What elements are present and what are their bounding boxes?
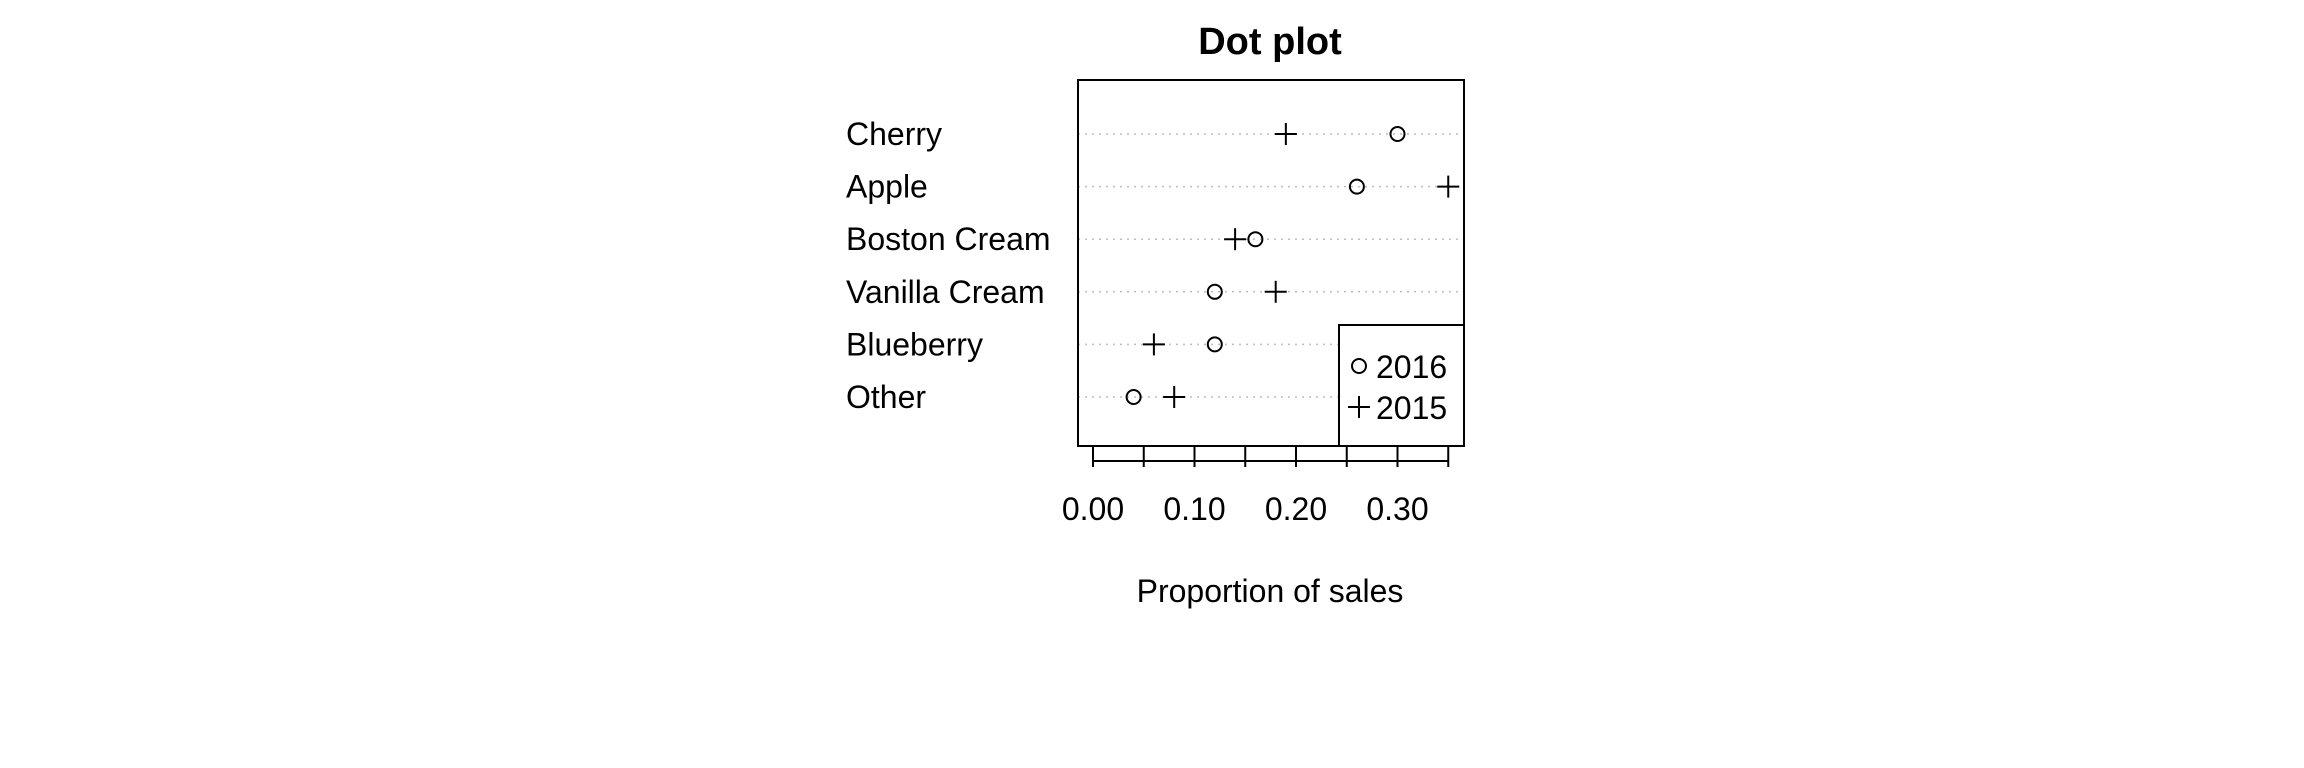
legend-plus-marker: [1348, 396, 1370, 418]
category-label-blueberry: Blueberry: [846, 326, 983, 362]
x-tick-label-0.10: 0.10: [1163, 491, 1225, 527]
x-axis-title: Proportion of sales: [1137, 573, 1404, 609]
legend-label-2015: 2015: [1376, 390, 1447, 426]
category-label-boston-cream: Boston Cream: [846, 221, 1051, 257]
point-2016-cherry: [1389, 126, 1406, 142]
point-2016-blueberry: [1206, 336, 1223, 353]
legend-box: [1338, 324, 1465, 447]
category-label-other: Other: [846, 379, 926, 415]
point-2016-other: [1125, 389, 1142, 405]
point-2016-apple: [1348, 178, 1365, 195]
category-label-vanilla-cream: Vanilla Cream: [846, 274, 1045, 310]
data-points: [1125, 123, 1460, 408]
legend-circle-marker: [1351, 358, 1367, 374]
x-tick-label-0.00: 0.00: [1062, 491, 1124, 527]
point-2015-boston-cream: [1224, 228, 1247, 251]
point-2015-vanilla-cream: [1264, 280, 1287, 303]
point-2016-boston-cream: [1247, 231, 1264, 248]
chart-title: Dot plot: [1198, 21, 1342, 63]
legend: 2016 2015: [1338, 324, 1465, 447]
point-2016-vanilla-cream: [1206, 283, 1223, 300]
point-2015-cherry: [1274, 123, 1297, 145]
category-labels: Cherry Apple Boston Cream Vanilla Cream Blue…: [846, 116, 1051, 415]
plot-frame: [1077, 79, 1465, 447]
point-2015-blueberry: [1142, 333, 1165, 356]
grid-lines: [1078, 133, 1464, 398]
point-2015-apple: [1437, 175, 1460, 198]
x-axis: 0.00 0.10 0.20 0.30: [1062, 447, 1450, 527]
x-tick-label-0.20: 0.20: [1265, 491, 1327, 527]
category-label-apple: Apple: [846, 169, 928, 205]
legend-label-2016: 2016: [1376, 349, 1447, 385]
point-2015-other: [1163, 386, 1186, 408]
x-tick-label-0.30: 0.30: [1366, 491, 1428, 527]
category-label-cherry: Cherry: [846, 116, 942, 152]
